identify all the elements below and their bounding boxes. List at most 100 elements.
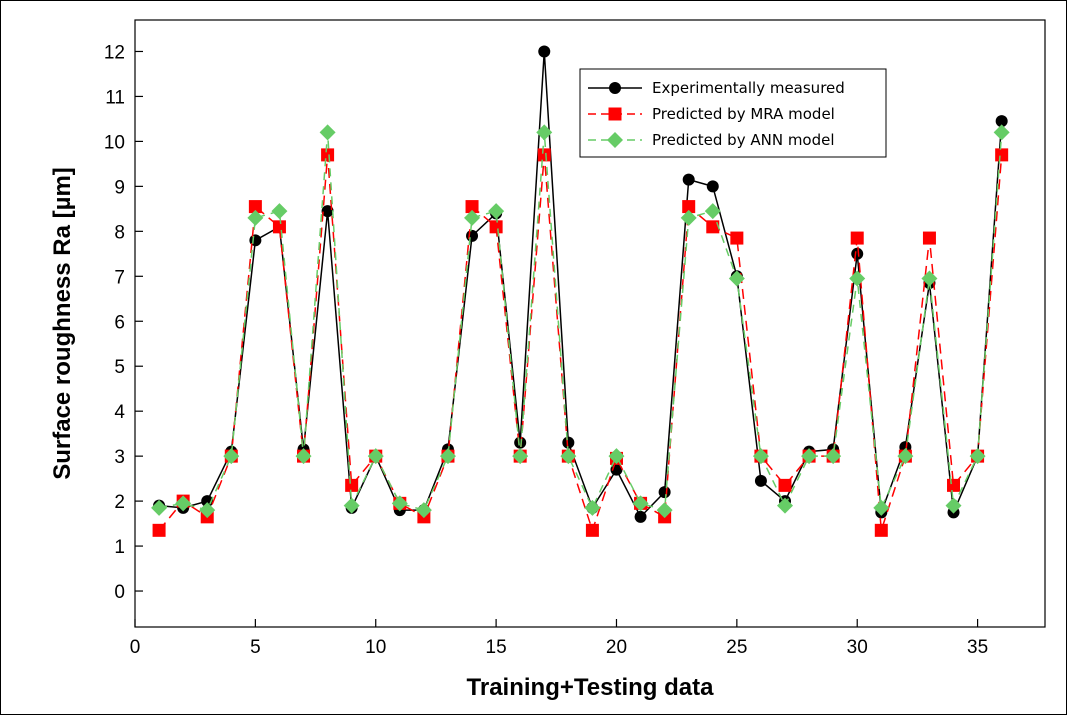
data-point [682,173,695,186]
legend-marker [608,107,622,121]
x-tick-label: 5 [250,637,261,658]
data-point [632,495,649,512]
data-point [343,497,360,514]
data-point [634,510,647,523]
x-tick-label: 10 [365,637,386,658]
data-point [850,231,864,245]
y-tick-label: 10 [104,132,125,153]
data-point [947,478,961,492]
data-point [706,180,719,193]
data-point [608,448,625,465]
data-point [851,247,864,260]
data-point [706,220,720,234]
x-axis-title: Training+Testing data [467,674,715,701]
y-tick-label: 4 [114,402,125,423]
y-tick-label: 6 [114,312,125,333]
data-point [466,229,479,242]
data-point [391,495,408,512]
x-axis-ticks: 0 5 10 15 20 25 30 35 [130,619,988,658]
data-point [175,495,192,512]
data-point [319,124,336,141]
data-point [680,209,697,226]
data-point [849,270,866,287]
y-tick-label: 7 [114,267,125,288]
data-point [656,502,673,519]
data-point [873,499,890,516]
data-point [271,203,288,220]
data-point [995,115,1008,128]
legend-item: Predicted by ANN model [588,131,835,149]
data-point [969,448,986,465]
data-point [752,448,769,465]
data-point [512,448,529,465]
data-point [465,200,479,214]
x-tick-label: 15 [486,637,507,658]
data-point [585,523,599,537]
data-point [945,497,962,514]
data-point [321,205,334,218]
x-tick-label: 0 [130,637,141,658]
data-point [921,270,938,287]
y-tick-label: 9 [114,177,125,198]
y-tick-label: 1 [114,537,125,558]
data-point [151,499,168,516]
data-point [439,448,456,465]
data-point [825,448,842,465]
data-point [995,148,1009,162]
data-point [562,436,575,449]
y-tick-label: 0 [114,582,125,603]
data-point [199,502,216,519]
legend-marker [607,132,623,148]
data-point [248,200,262,214]
data-point [754,474,767,487]
y-tick-label: 2 [114,492,125,513]
data-point [728,270,745,287]
data-point [922,231,936,245]
y-axis-title: Surface roughness Ra [µm] [49,167,76,480]
legend-marker [609,82,621,94]
data-point [367,448,384,465]
x-tick-label: 20 [606,637,627,658]
y-tick-label: 3 [114,447,125,468]
data-point [730,231,744,245]
legend-label: Experimentally measured [652,79,845,97]
data-point [874,523,888,537]
legend-label: Predicted by ANN model [652,131,835,149]
x-tick-label: 35 [967,637,988,658]
series-3 [151,124,1010,519]
data-point [489,220,503,234]
data-point [538,45,551,58]
data-point [777,497,793,514]
data-point [537,148,551,162]
data-point [658,486,671,499]
data-point [415,502,432,519]
plot-area [134,19,1046,628]
legend: Experimentally measured Predicted by MRA … [579,68,887,158]
series-line [158,154,1003,533]
data-point [223,448,240,465]
data-point [464,209,481,226]
x-tick-label: 25 [726,637,747,658]
data-point [560,448,577,465]
data-point [152,523,166,537]
x-tick-label: 30 [847,637,868,658]
data-point [993,124,1010,141]
legend-item: Predicted by MRA model [588,105,835,123]
legend-item: Experimentally measured [588,79,845,97]
data-point [488,203,505,220]
data-point [247,209,264,226]
data-point [778,478,792,492]
data-point [295,448,312,465]
data-point [536,124,553,141]
series-line [158,132,1003,512]
data-point [682,200,696,214]
data-point [584,499,601,516]
y-tick-label: 11 [105,87,125,108]
legend-box [579,68,887,158]
data-point [801,448,818,465]
data-point [321,148,335,162]
y-tick-label: 12 [104,42,125,63]
data-point [897,448,914,465]
